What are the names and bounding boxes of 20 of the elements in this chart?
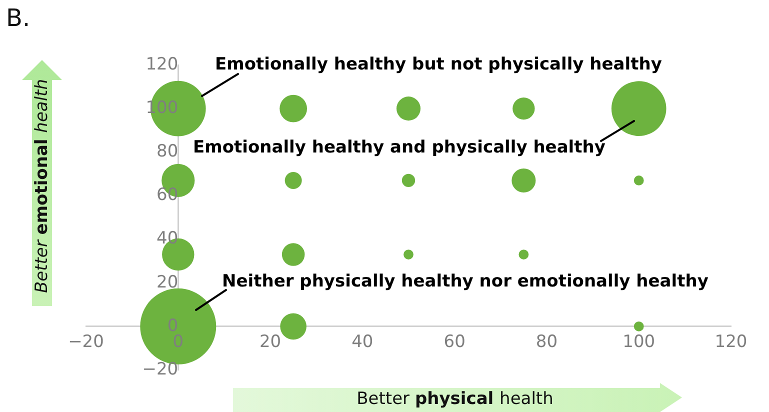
annotation: Neither physically healthy nor emotionally healthy <box>222 271 708 292</box>
y-axis-title: Better emotional health <box>32 78 52 294</box>
y-tick-label: 20 <box>156 272 178 292</box>
y-tick-label: 120 <box>146 54 178 74</box>
x-tick-label: 60 <box>444 332 466 352</box>
annotation: Emotionally healthy and physically healthy <box>193 137 606 158</box>
x-tick-label: 120 <box>714 332 748 352</box>
x-tick-label: −20 <box>68 332 104 352</box>
x-tick-label: 80 <box>536 332 558 352</box>
y-tick-label: 60 <box>156 185 178 206</box>
y-tick-label: 80 <box>156 142 178 162</box>
annotation: Emotionally healthy but not physically healthy <box>215 54 662 74</box>
y-tick-label: −20 <box>142 359 178 380</box>
y-tick-label: 40 <box>156 228 178 249</box>
x-tick-label: 40 <box>352 332 374 352</box>
x-tick-label: 100 <box>622 332 656 352</box>
chart-title: B. <box>6 4 30 32</box>
y-tick-label: 0 <box>167 316 178 336</box>
x-axis-title: Better physical health <box>356 389 554 409</box>
x-tick-label: 20 <box>259 332 282 352</box>
